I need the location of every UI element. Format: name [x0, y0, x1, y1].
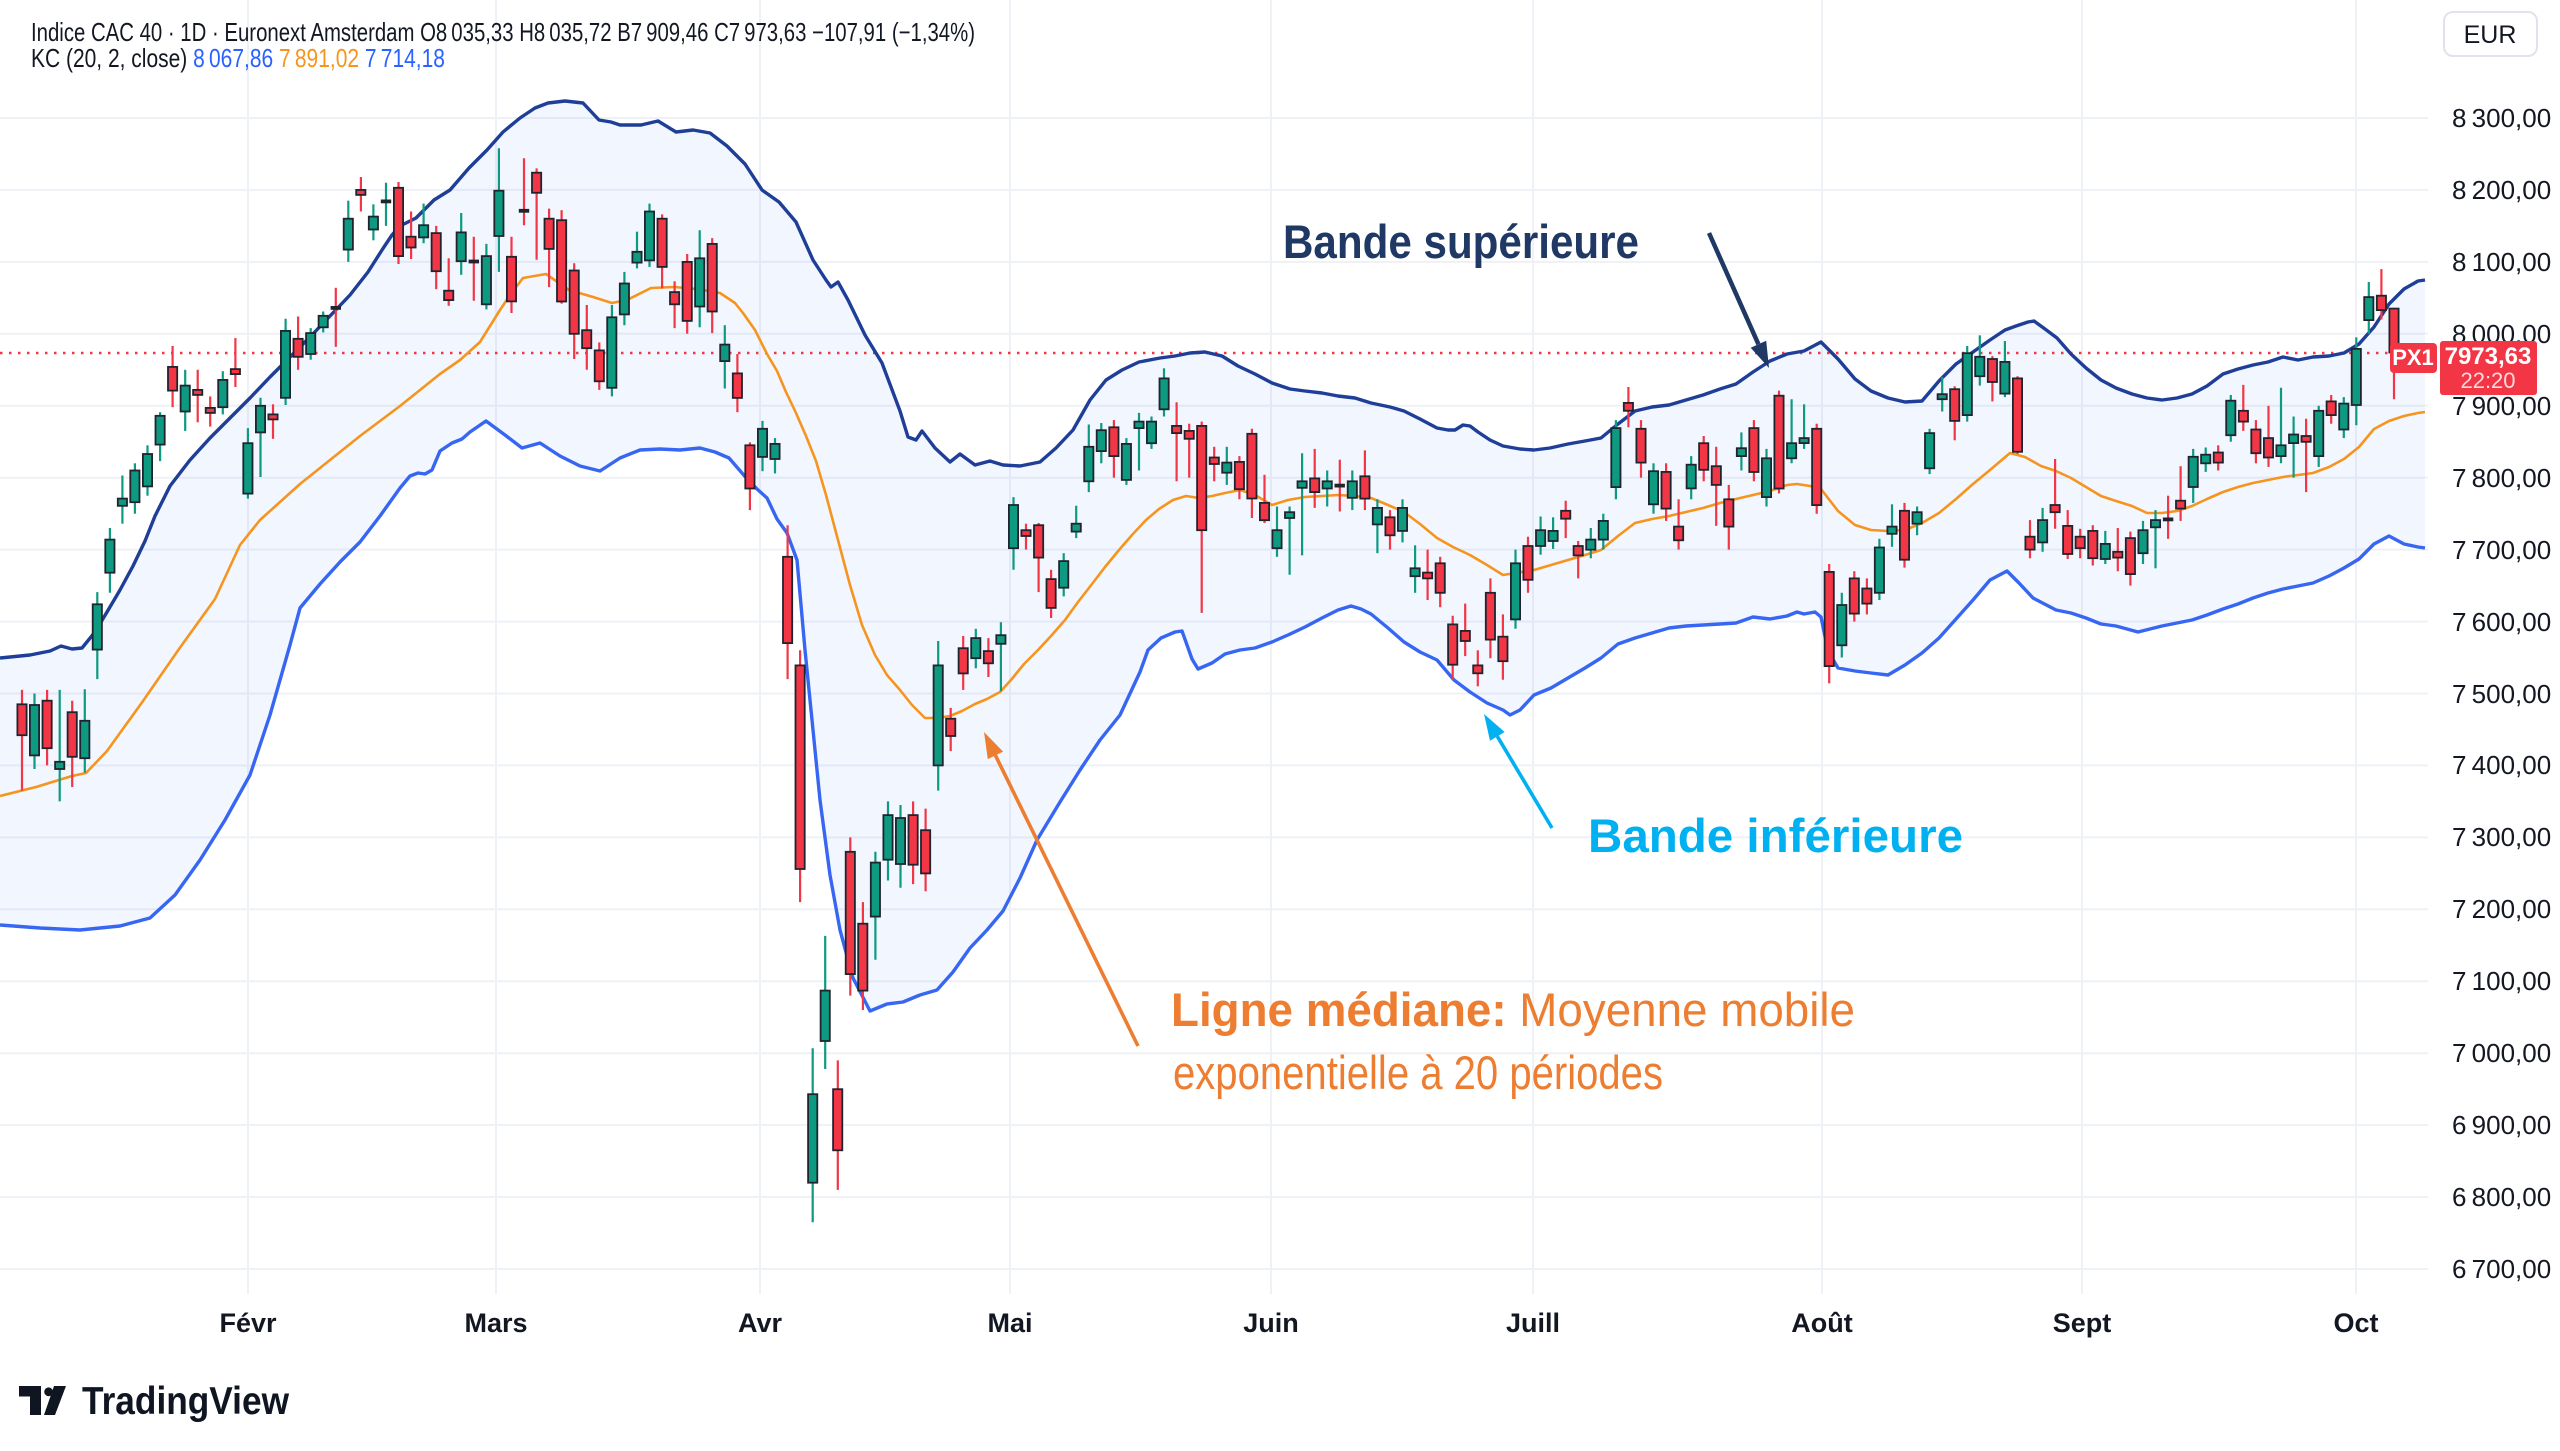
svg-text:6 800,00: 6 800,00: [2452, 1182, 2551, 1212]
svg-text:7 700,00: 7 700,00: [2452, 535, 2551, 565]
svg-text:7 900,00: 7 900,00: [2452, 391, 2551, 421]
svg-text:7973,63: 7973,63: [2445, 343, 2532, 370]
svg-text:7 100,00: 7 100,00: [2452, 966, 2551, 996]
svg-text:Août: Août: [1791, 1308, 1852, 1338]
svg-text:Ligne médiane: Moyenne mobile: Ligne médiane: Moyenne mobile: [1171, 983, 1855, 1036]
svg-text:Févr: Févr: [219, 1308, 277, 1338]
svg-text:22:20: 22:20: [2460, 368, 2515, 393]
svg-text:7 600,00: 7 600,00: [2452, 607, 2551, 637]
svg-text:Indice CAC 40 · 1D · Euronext: Indice CAC 40 · 1D · Euronext Amsterdam …: [31, 17, 975, 47]
svg-text:TradingView: TradingView: [82, 1380, 290, 1423]
svg-text:PX1: PX1: [2392, 345, 2434, 370]
svg-text:exponentielle à 20 périodes: exponentielle à 20 périodes: [1173, 1046, 1663, 1099]
svg-text:7 200,00: 7 200,00: [2452, 894, 2551, 924]
svg-text:Bande supérieure: Bande supérieure: [1283, 215, 1639, 268]
svg-text:8 100,00: 8 100,00: [2452, 247, 2551, 277]
svg-text:7 300,00: 7 300,00: [2452, 822, 2551, 852]
svg-text:7 000,00: 7 000,00: [2452, 1038, 2551, 1068]
svg-text:EUR: EUR: [2464, 21, 2517, 49]
svg-text:8 300,00: 8 300,00: [2452, 103, 2551, 133]
svg-text:Sept: Sept: [2053, 1308, 2112, 1338]
svg-text:Oct: Oct: [2333, 1308, 2378, 1338]
svg-text:7 400,00: 7 400,00: [2452, 750, 2551, 780]
svg-text:6 900,00: 6 900,00: [2452, 1110, 2551, 1140]
svg-text:8 200,00: 8 200,00: [2452, 175, 2551, 205]
svg-text:Mars: Mars: [464, 1308, 527, 1338]
svg-text:Avr: Avr: [738, 1308, 783, 1338]
svg-text:7 500,00: 7 500,00: [2452, 679, 2551, 709]
svg-text:Mai: Mai: [987, 1308, 1032, 1338]
svg-text:Juin: Juin: [1243, 1308, 1299, 1338]
svg-text:7 800,00: 7 800,00: [2452, 463, 2551, 493]
svg-text:Bande inférieure: Bande inférieure: [1588, 809, 1963, 862]
svg-text:6 700,00: 6 700,00: [2452, 1254, 2551, 1284]
svg-text:Juill: Juill: [1506, 1308, 1560, 1338]
svg-text:KC (20, 2, close) 8 067,86 7: KC (20, 2, close) 8 067,86 7 891,02 7 71…: [31, 43, 445, 73]
